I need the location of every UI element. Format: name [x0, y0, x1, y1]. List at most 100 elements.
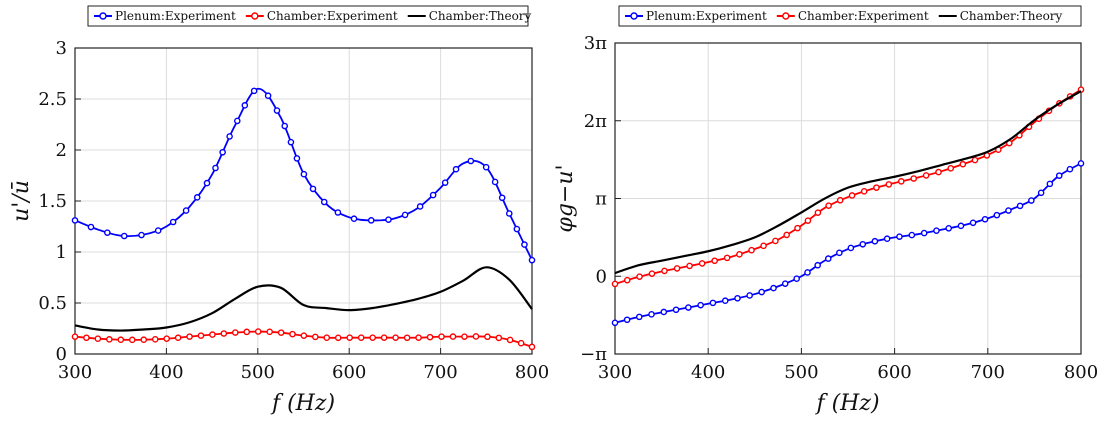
left-series-plenum-experiment-point-19 [287, 138, 295, 146]
right-series-plenum-experiment-point-6 [685, 304, 692, 311]
left-series-chamber-experiment-point-13 [220, 330, 228, 337]
left-series-chamber-experiment-point-10 [186, 333, 193, 340]
left-x-tick-label-5: 800 [515, 362, 549, 383]
right-legend-box [618, 5, 1082, 27]
right-x-axis-label: f (Hz) [814, 391, 879, 416]
left-series-chamber-experiment-point-40 [528, 343, 536, 351]
left-series-chamber-experiment-point-32 [438, 333, 445, 340]
right-legend-item-2-label: Chamber:Theory [960, 9, 1063, 23]
left-series-plenum-experiment-point-24 [334, 209, 342, 216]
left-legend: Plenum:Experiment Chamber:Experiment Chamb… [87, 5, 532, 27]
left-series-plenum-experiment-point-37 [505, 210, 513, 217]
left-series-chamber-experiment-point-38 [506, 336, 514, 344]
right-series-chamber-experiment-point-5 [673, 265, 681, 272]
right-y-tick-label-3: 2π [584, 111, 607, 132]
right-series-plenum-experiment-point-28 [945, 224, 953, 232]
chart-left: 300 400 500 600 700 800 0 0.5 1 1.5 2 2.5 3 f (Hz) u'/… [9, 5, 549, 416]
chart-right: 300 400 500 600 700 800 −π 0 π 2π 3π f (Hz) φg−u' Ple… [552, 0, 1104, 426]
left-legend-box [87, 5, 529, 27]
right-legend-item-1-label: Chamber:Experiment [798, 9, 929, 23]
left-series-chamber-experiment-point-34 [461, 333, 468, 340]
right-series-plenum-experiment-point-9 [721, 297, 729, 305]
left-series-plenum-experiment-point-35 [491, 178, 499, 186]
right-series-chamber-experiment-point-26 [922, 172, 930, 179]
right-series-plenum-experiment-point-18 [824, 255, 832, 262]
left-x-tick-label-2: 500 [241, 362, 275, 383]
right-series-plenum-experiment-point-11 [746, 292, 753, 299]
right-x-tick-label-5: 800 [1064, 362, 1098, 383]
left-series-plenum-experiment-point-10 [212, 164, 219, 172]
left-series-plenum-experiment [71, 87, 536, 264]
right-y-tick-label-0: −π [580, 344, 607, 365]
right-y-tick-label-2: π [595, 189, 607, 210]
right-x-tick-label-1: 400 [691, 362, 725, 383]
right-series-chamber-experiment-point-27 [935, 168, 942, 176]
left-series-plenum-experiment-point-18 [281, 122, 289, 130]
right-series-chamber-experiment-point-7 [698, 260, 706, 267]
right-series-chamber-experiment-point-2 [636, 273, 643, 280]
left-series-plenum-experiment-point-12 [226, 133, 233, 140]
left-x-tick-label-0: 300 [58, 362, 92, 383]
left-series-chamber-experiment-point-2 [94, 335, 102, 343]
left-series-chamber-experiment-point-20 [300, 332, 308, 339]
left-series-plenum-experiment-point-14 [241, 102, 249, 109]
right-series-chamber-experiment-point-21 [860, 188, 868, 195]
left-series-plenum-experiment-point-17 [273, 107, 281, 114]
left-series-plenum-experiment-point-9 [203, 179, 211, 187]
left-series-plenum-experiment-point-8 [193, 194, 201, 201]
left-y-axis-label: u'/ū [9, 180, 34, 222]
left-series-plenum-experiment-point-21 [300, 170, 308, 178]
right-series-plenum-experiment-point-22 [871, 237, 879, 245]
right-series-chamber-experiment-point-30 [971, 156, 979, 164]
right-legend: Plenum:Experiment Chamber:Experiment Chamb… [618, 5, 1082, 27]
left-y-tick-label-1: 0.5 [38, 293, 67, 314]
left-series-chamber-experiment-point-3 [106, 336, 113, 343]
right-series-plenum-experiment-point-16 [804, 269, 811, 276]
right-series-plenum-experiment-point-37 [1046, 180, 1054, 188]
right-series-chamber-experiment-point-20 [848, 192, 856, 199]
left-series-plenum-experiment-point-13 [233, 117, 241, 125]
left-series-plenum-experiment-point-25 [350, 215, 358, 223]
right-series-chamber-experiment-point-28 [947, 165, 955, 172]
right-series-plenum-experiment-point-5 [672, 306, 680, 314]
right-series-plenum-experiment-point-1 [623, 316, 631, 324]
left-series-plenum-experiment-point-31 [441, 179, 449, 186]
right-series-chamber-experiment-point-22 [873, 184, 880, 191]
left-series-plenum-experiment-point-33 [467, 157, 475, 165]
left-series-plenum-experiment-point-22 [309, 185, 317, 193]
right-series-chamber-experiment-point-1 [623, 276, 631, 284]
left-series-chamber-experiment-point-26 [369, 334, 376, 341]
left-series-chamber-experiment-point-7 [151, 336, 159, 343]
right-series-chamber-experiment-point-17 [814, 209, 822, 216]
right-series-plenum-experiment-point-29 [957, 222, 965, 230]
left-series-chamber-theory [74, 266, 533, 332]
right-series-plenum-experiment-point-24 [896, 233, 903, 240]
left-y-tick-label-2: 1 [56, 242, 67, 263]
left-series-chamber-theory-line [74, 266, 533, 332]
left-legend-item-1-label: Chamber:Experiment [267, 9, 398, 23]
left-series-chamber-experiment-point-24 [346, 334, 354, 341]
right-series-chamber-experiment-point-12 [760, 242, 767, 250]
left-series-chamber-experiment-point-25 [357, 334, 365, 341]
left-series-chamber-experiment-point-27 [380, 334, 388, 341]
right-series-chamber-experiment-point-0 [611, 280, 619, 288]
right-series-plenum-experiment-point-21 [859, 240, 867, 248]
right-series-plenum-experiment-point-19 [836, 249, 843, 257]
left-series-chamber-experiment-point-36 [484, 333, 491, 341]
left-series-chamber-experiment-point-8 [163, 335, 170, 342]
right-series-chamber-experiment-point-16 [804, 217, 812, 224]
right-legend-item-0-label: Plenum:Experiment [646, 9, 767, 23]
right-series-chamber-experiment-point-13 [772, 237, 779, 245]
left-series-chamber-experiment-point-31 [426, 333, 434, 341]
right-series-plenum-experiment-point-25 [908, 231, 916, 239]
right-series-plenum-experiment-point-8 [709, 299, 717, 307]
right-series-plenum-experiment-point-0 [611, 319, 619, 327]
left-series-chamber-experiment-point-0 [71, 333, 79, 340]
left-series-chamber-experiment-point-19 [289, 330, 296, 338]
left-series-plenum-experiment-point-29 [416, 203, 424, 210]
right-series-chamber-experiment-point-14 [783, 231, 790, 239]
left-series-chamber-experiment-point-21 [312, 333, 319, 341]
left-series-plenum-experiment-point-16 [264, 92, 272, 100]
right-x-tick-label-4: 700 [971, 362, 1005, 383]
right-x-tick-label-3: 600 [877, 362, 911, 383]
